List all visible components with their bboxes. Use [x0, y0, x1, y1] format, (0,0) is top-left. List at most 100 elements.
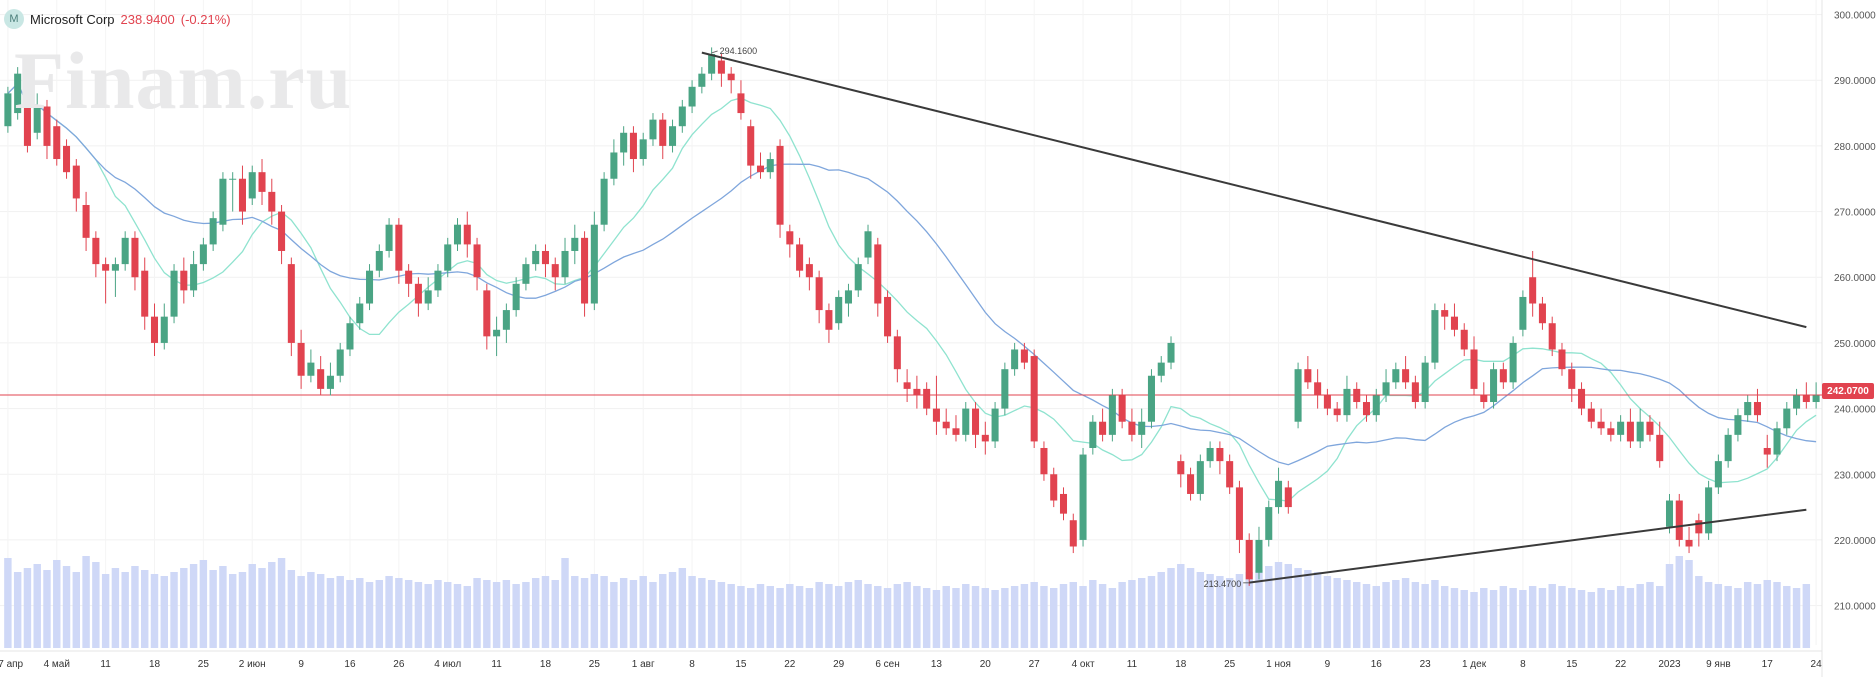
- candle-up[interactable]: [326, 375, 334, 389]
- candle-down[interactable]: [1685, 539, 1693, 547]
- candle-up[interactable]: [698, 73, 706, 87]
- candle-up[interactable]: [366, 270, 374, 304]
- candle-up[interactable]: [1206, 447, 1214, 462]
- candle-down[interactable]: [1177, 461, 1185, 475]
- candle-up[interactable]: [229, 178, 237, 180]
- candle-down[interactable]: [1323, 395, 1331, 409]
- candle-down[interactable]: [1402, 369, 1410, 383]
- candle-down[interactable]: [238, 178, 246, 212]
- candle-up[interactable]: [766, 159, 774, 173]
- candle-up[interactable]: [1421, 362, 1429, 403]
- candle-down[interactable]: [1226, 461, 1234, 488]
- candle-down[interactable]: [913, 388, 921, 396]
- candle-down[interactable]: [815, 277, 823, 311]
- candle-up[interactable]: [1275, 480, 1283, 508]
- candle-down[interactable]: [1480, 395, 1488, 403]
- candle-up[interactable]: [1705, 487, 1713, 534]
- candle-down[interactable]: [72, 165, 80, 199]
- candle-up[interactable]: [1617, 421, 1625, 435]
- candle-up[interactable]: [620, 132, 628, 153]
- candle-down[interactable]: [776, 145, 784, 225]
- candle-up[interactable]: [1724, 434, 1732, 462]
- candle-up[interactable]: [1167, 342, 1175, 363]
- candle-up[interactable]: [522, 264, 530, 284]
- candle-up[interactable]: [356, 303, 364, 324]
- candle-down[interactable]: [287, 264, 295, 343]
- candle-up[interactable]: [424, 290, 432, 304]
- candle-down[interactable]: [972, 408, 980, 435]
- candle-down[interactable]: [747, 126, 755, 166]
- candle-down[interactable]: [63, 145, 71, 173]
- candle-down[interactable]: [1245, 539, 1253, 580]
- candle-up[interactable]: [1343, 388, 1351, 416]
- candle-down[interactable]: [541, 250, 549, 265]
- candle-down[interactable]: [414, 283, 422, 304]
- candle-down[interactable]: [942, 421, 950, 429]
- candle-down[interactable]: [405, 270, 413, 284]
- candle-up[interactable]: [854, 264, 862, 291]
- candle-down[interactable]: [1304, 369, 1312, 383]
- candle-up[interactable]: [493, 329, 501, 337]
- candle-up[interactable]: [561, 250, 569, 278]
- candle-down[interactable]: [1675, 500, 1683, 540]
- candle-up[interactable]: [600, 178, 608, 225]
- candle-down[interactable]: [1099, 421, 1107, 435]
- candle-down[interactable]: [1314, 382, 1322, 396]
- candle-up[interactable]: [571, 237, 579, 251]
- candle-up[interactable]: [385, 224, 393, 251]
- candle-down[interactable]: [1353, 388, 1361, 403]
- candle-up[interactable]: [307, 362, 315, 376]
- candle-down[interactable]: [1050, 474, 1058, 501]
- candle-down[interactable]: [1558, 349, 1566, 370]
- candle-up[interactable]: [209, 218, 217, 245]
- candle-down[interactable]: [1333, 408, 1341, 416]
- candle-down[interactable]: [629, 132, 637, 160]
- candle-down[interactable]: [1548, 323, 1556, 350]
- trendline[interactable]: [701, 51, 1807, 329]
- candle-down[interactable]: [1284, 487, 1292, 508]
- candle-down[interactable]: [1216, 447, 1224, 462]
- candle-down[interactable]: [923, 388, 931, 409]
- candle-up[interactable]: [512, 283, 520, 311]
- candle-up[interactable]: [835, 296, 843, 324]
- candle-down[interactable]: [1460, 329, 1468, 350]
- candle-down[interactable]: [893, 336, 901, 370]
- candle-up[interactable]: [1509, 342, 1517, 383]
- candle-up[interactable]: [346, 323, 354, 350]
- candle-down[interactable]: [796, 244, 804, 271]
- symbol-name[interactable]: Microsoft Corp: [30, 11, 115, 27]
- candle-up[interactable]: [1392, 369, 1400, 383]
- candle-up[interactable]: [1011, 349, 1019, 370]
- candle-down[interactable]: [659, 119, 667, 146]
- candle-up[interactable]: [1255, 539, 1263, 573]
- candle-down[interactable]: [82, 205, 90, 238]
- candle-down[interactable]: [952, 428, 960, 435]
- candle-up[interactable]: [1793, 395, 1801, 409]
- candle-down[interactable]: [1441, 310, 1449, 317]
- candle-down[interactable]: [1695, 520, 1703, 534]
- candle-down[interactable]: [141, 270, 149, 317]
- candle-up[interactable]: [1265, 507, 1273, 540]
- candle-down[interactable]: [932, 408, 940, 422]
- candle-down[interactable]: [1128, 421, 1136, 435]
- candle-down[interactable]: [727, 73, 735, 81]
- candle-up[interactable]: [1196, 461, 1204, 494]
- candle-down[interactable]: [903, 382, 911, 389]
- candle-up[interactable]: [688, 86, 696, 107]
- candle-down[interactable]: [1362, 402, 1371, 416]
- candle-down[interactable]: [395, 224, 403, 271]
- candle-up[interactable]: [375, 250, 383, 271]
- candle-up[interactable]: [1744, 402, 1752, 416]
- candle-up[interactable]: [219, 178, 227, 225]
- candle-up[interactable]: [1372, 395, 1380, 416]
- candle-down[interactable]: [1568, 369, 1576, 389]
- candle-down[interactable]: [1040, 447, 1048, 475]
- candle-up[interactable]: [991, 408, 999, 442]
- candle-down[interactable]: [1646, 421, 1654, 435]
- candle-down[interactable]: [131, 237, 139, 278]
- candle-down[interactable]: [473, 244, 481, 278]
- candle-up[interactable]: [1665, 500, 1674, 527]
- candle-up[interactable]: [649, 119, 657, 140]
- candle-up[interactable]: [844, 290, 852, 304]
